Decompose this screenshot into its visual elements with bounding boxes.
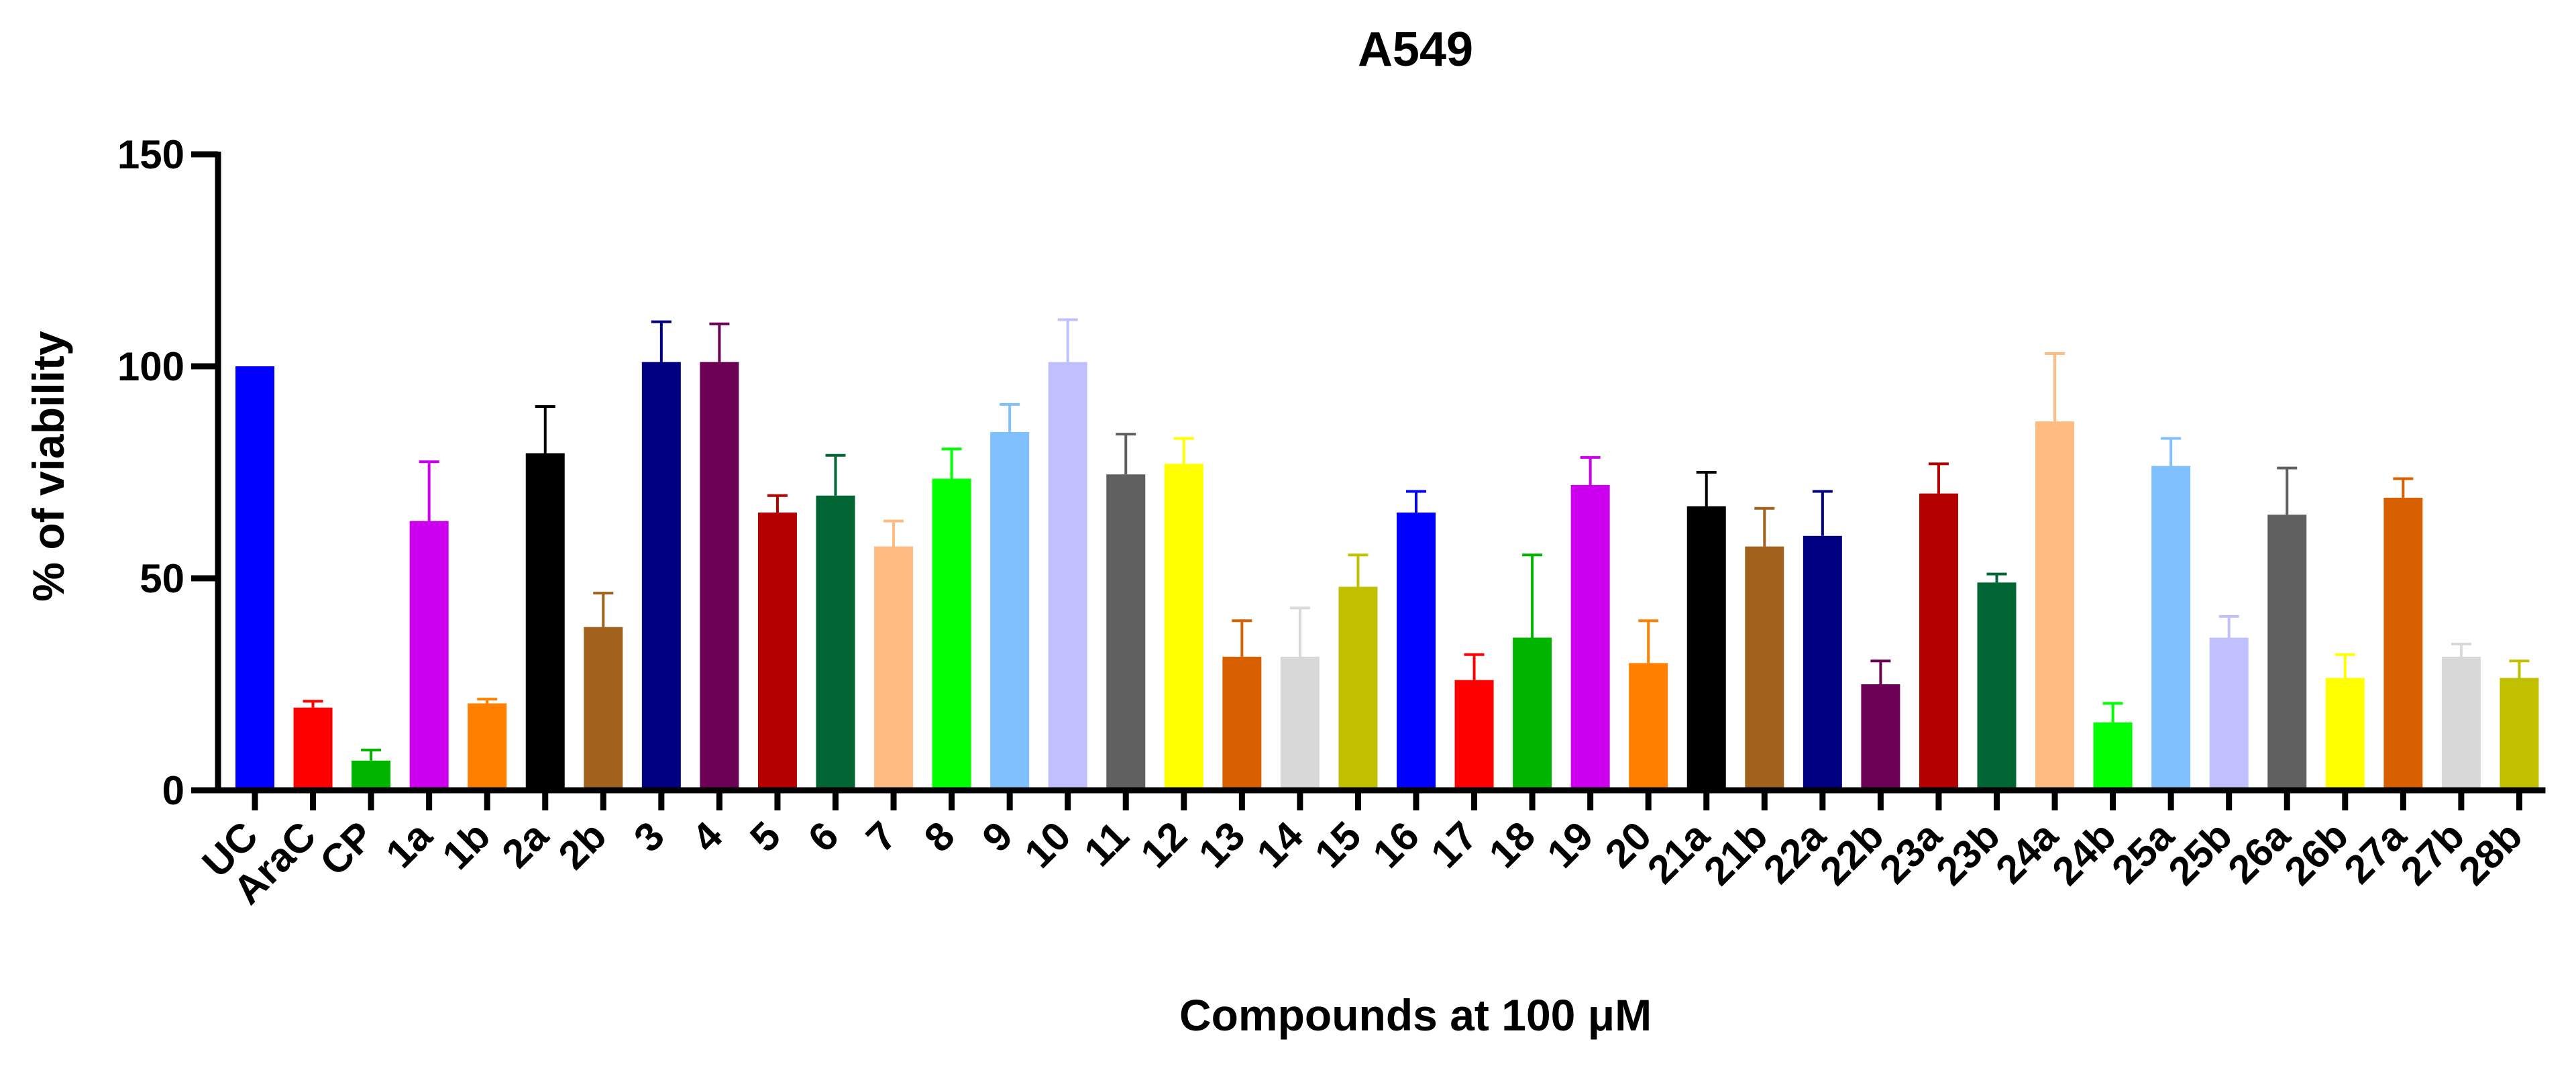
- x-tick-label-16: 16: [1364, 813, 1428, 877]
- x-tick-label-CP: CP: [311, 813, 382, 884]
- bar-9: [990, 431, 1030, 790]
- x-tick-label-5: 5: [741, 813, 789, 861]
- bar-28b: [2500, 678, 2539, 790]
- bar-18: [1513, 637, 1552, 790]
- x-tick-label-13: 13: [1190, 813, 1254, 877]
- bar-7: [874, 546, 914, 790]
- y-ticks-layer: 0 50 100 150: [117, 132, 218, 813]
- bar-2a: [525, 453, 565, 790]
- bar-6: [816, 495, 855, 790]
- bar-21a: [1686, 506, 1726, 790]
- x-tick-label-2b: 2b: [550, 813, 615, 878]
- bar-UC: [235, 366, 274, 790]
- x-tick-label-14: 14: [1248, 812, 1312, 876]
- x-tick-label-4: 4: [684, 812, 731, 860]
- bar-11: [1106, 474, 1146, 790]
- bar-24a: [2035, 421, 2075, 790]
- y-tick-label-0: 0: [162, 768, 184, 813]
- bars-layer: [235, 362, 2539, 790]
- bar-23a: [1919, 493, 1958, 790]
- axes-layer: [215, 152, 2546, 810]
- bar-19: [1570, 484, 1610, 790]
- bar-27a: [2383, 497, 2423, 790]
- bar-2b: [584, 627, 623, 790]
- bar-26b: [2325, 678, 2365, 790]
- x-tick-label-2a: 2a: [493, 812, 557, 876]
- x-tick-label-3: 3: [625, 813, 673, 861]
- bar-27b: [2441, 656, 2481, 790]
- bar-25a: [2151, 466, 2191, 790]
- bar-15: [1338, 586, 1378, 790]
- bar-10: [1048, 362, 1087, 790]
- bar-8: [932, 478, 971, 790]
- x-tick-label-15: 15: [1306, 813, 1370, 877]
- bar-4: [700, 362, 739, 790]
- bar-12: [1164, 464, 1203, 790]
- chart-title: A549: [1358, 23, 1473, 76]
- bar-1a: [409, 521, 449, 790]
- x-tick-label-1b: 1b: [433, 813, 498, 878]
- bar-3: [641, 362, 681, 790]
- bar-25b: [2209, 637, 2249, 790]
- bar-24b: [2093, 722, 2133, 790]
- y-tick-label-150: 150: [117, 132, 184, 177]
- y-tick-label-50: 50: [140, 556, 184, 601]
- bar-20: [1629, 663, 1668, 790]
- bar-13: [1222, 656, 1262, 790]
- x-tick-label-9: 9: [973, 813, 1021, 861]
- x-axis-label: Compounds at 100 μM: [1179, 990, 1652, 1040]
- x-tick-label-6: 6: [800, 813, 847, 861]
- x-tick-label-19: 19: [1538, 813, 1602, 877]
- error-bars-layer: [303, 318, 2530, 761]
- x-tick-label-18: 18: [1481, 813, 1544, 877]
- x-tick-label-12: 12: [1132, 813, 1195, 877]
- bar-22b: [1861, 684, 1900, 790]
- bar-17: [1454, 680, 1494, 790]
- bar-1b: [468, 703, 507, 790]
- bar-CP: [352, 760, 391, 790]
- y-tick-label-100: 100: [117, 344, 184, 389]
- x-tick-label-17: 17: [1422, 813, 1486, 877]
- x-tick-label-1a: 1a: [377, 812, 441, 876]
- bar-22a: [1803, 535, 1842, 790]
- x-tick-label-10: 10: [1016, 813, 1079, 877]
- bar-26a: [2267, 515, 2307, 790]
- x-tick-label-8: 8: [916, 813, 963, 861]
- x-tick-label-7: 7: [857, 813, 905, 861]
- bar-AraC: [293, 707, 333, 790]
- bar-5: [757, 513, 797, 790]
- bar-14: [1280, 656, 1320, 790]
- x-tick-label-11: 11: [1075, 813, 1137, 875]
- bar-16: [1397, 513, 1436, 790]
- bar-23b: [1977, 582, 2017, 790]
- y-axis-label: % of viability: [23, 331, 73, 602]
- bar-21b: [1745, 546, 1784, 790]
- x-tick-label-28b: 28b: [2450, 813, 2530, 894]
